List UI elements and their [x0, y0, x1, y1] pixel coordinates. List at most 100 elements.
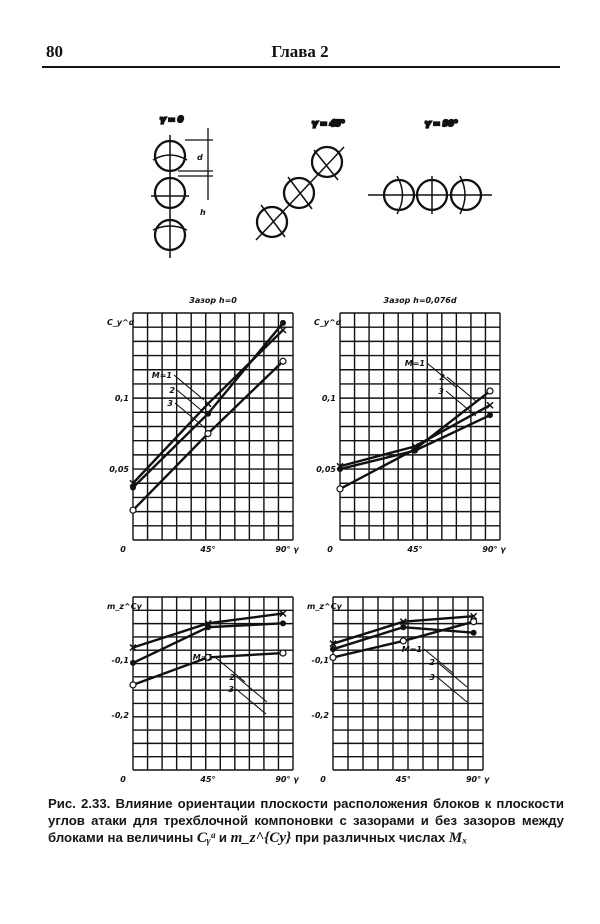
data-point [330, 646, 336, 653]
data-point [486, 401, 494, 409]
leader-line [176, 389, 208, 416]
horizontal-blocks [368, 175, 492, 215]
leader-line [235, 688, 267, 715]
data-point [470, 629, 477, 636]
data-point [204, 400, 212, 408]
data-point [279, 357, 287, 365]
data-point [129, 643, 137, 652]
x-tick-label: 0 [320, 775, 326, 784]
chart-2: Зазор h=0,076d C_y^α 0,05 0,1 0 45° 90° γ M=1 2 3 [314, 296, 506, 554]
curve-label: 3 [429, 673, 435, 682]
chapter-title: Глава 2 [271, 42, 329, 61]
series-3 [336, 401, 494, 470]
y-tick-label: 0,1 [115, 394, 129, 403]
series-M-1 [129, 649, 287, 689]
y-axis-label: C_y^α [107, 318, 135, 327]
x-tick-label: 0 [120, 545, 126, 554]
data-point [280, 319, 286, 326]
caption-symbol-mach: Mₓ [448, 830, 468, 846]
dim-h: h [200, 208, 206, 217]
leader-line [445, 390, 477, 417]
x-tick-label: 45° [199, 545, 215, 554]
y-tick-label: 0,05 [109, 465, 129, 474]
leader-line [214, 656, 246, 683]
y-tick-label: -0,1 [112, 656, 130, 665]
diagonal-blocks [255, 145, 345, 241]
label-gamma-0: γ = 0 [160, 115, 184, 124]
leader-line [446, 376, 478, 403]
chart-3: m_z^Cy -0,1 -0,2 0 45° 90° γ M=1 2 3 [107, 596, 299, 784]
chart-1: Зазор h=0 C_y^α 0,05 0,1 0 45° 90° γ M=1 2 3 [107, 296, 299, 554]
data-point [130, 484, 136, 491]
leader-line [426, 362, 458, 389]
curve-label: 2 [429, 658, 435, 667]
data-point [280, 620, 286, 627]
x-tick-label: 90° γ [466, 775, 490, 784]
x-tick-label: 90° γ [275, 775, 299, 784]
x-tick-label: 45° [199, 775, 215, 784]
x-tick-label: 90° γ [482, 545, 506, 554]
data-point [129, 479, 137, 487]
dim-d: d [197, 153, 203, 162]
series-M-1 [329, 618, 478, 662]
page-number: 80 [46, 42, 63, 61]
curve-label: 3 [438, 387, 444, 396]
x-tick-label: 0 [120, 775, 126, 784]
leader-line [236, 676, 268, 703]
series-line [132, 612, 284, 649]
data-point [204, 619, 212, 627]
data-point [129, 506, 137, 514]
curve-label: 2 [229, 673, 235, 682]
y-tick-label: 0,05 [316, 465, 336, 474]
y-axis-label: m_z^Cy [307, 602, 343, 611]
series-3 [129, 609, 287, 652]
data-point [279, 609, 287, 618]
caption-text: Влияние ориентации плоскости расположени… [48, 796, 565, 845]
data-point [129, 681, 137, 689]
data-point [470, 618, 478, 626]
grid [332, 596, 484, 771]
label-gamma-45: γ = 45° [312, 119, 345, 128]
data-point [400, 624, 407, 631]
x-tick-label: 90° γ [275, 545, 299, 554]
y-tick-label: -0,1 [312, 656, 330, 665]
data-point [412, 447, 418, 454]
series-3 [329, 612, 478, 648]
y-axis-label: C_y^α [314, 318, 342, 327]
series-M-1 [129, 357, 287, 514]
grid [132, 312, 294, 541]
data-point [336, 485, 344, 493]
data-point [487, 412, 493, 419]
x-tick-label: 45° [395, 775, 411, 784]
figure-caption: Рис. 2.33. Влияние ориентации плоскости … [48, 795, 564, 847]
curve-label: 3 [228, 685, 234, 694]
y-tick-label: 0,1 [322, 394, 336, 403]
data-point [204, 653, 212, 662]
y-tick-label: -0,2 [312, 711, 330, 720]
series-2 [330, 624, 477, 653]
data-point [336, 462, 344, 470]
series-line [339, 404, 491, 468]
y-tick-label: -0,2 [112, 711, 130, 720]
x-tick-label: 0 [327, 545, 333, 554]
data-point [329, 640, 337, 648]
leader-line [173, 374, 205, 401]
data-point [399, 618, 407, 626]
vertical-blocks: d h [151, 128, 213, 258]
data-point [329, 653, 337, 662]
header-rule [42, 66, 560, 68]
leader-line [174, 402, 206, 429]
curve-label: M=1 [405, 359, 425, 368]
data-point [470, 612, 478, 620]
chart-title: Зазор h=0 [189, 296, 237, 305]
caption-text-2: при различных числах [294, 830, 446, 845]
data-point [279, 326, 287, 334]
leader-line [436, 676, 468, 703]
label-gamma-90: γ = 90° [425, 119, 458, 128]
caption-label: Рис. 2.33. [48, 796, 111, 811]
data-point [204, 429, 212, 438]
curve-label: 2 [169, 386, 175, 395]
series-2 [337, 412, 493, 473]
data-point [411, 442, 419, 450]
